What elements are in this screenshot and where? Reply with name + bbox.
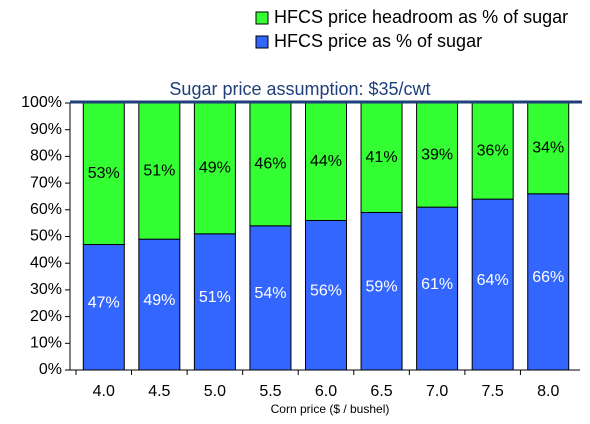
y-tick-label: 50% <box>30 228 62 245</box>
data-label: 61% <box>421 276 453 293</box>
chart-title: Sugar price assumption: $35/cwt <box>169 79 430 99</box>
data-label: 49% <box>143 292 175 309</box>
y-tick-label: 30% <box>30 281 62 298</box>
data-label: 49% <box>199 160 231 177</box>
data-label: 53% <box>88 165 120 182</box>
data-label: 47% <box>88 294 120 311</box>
bar-segment <box>360 211 403 371</box>
bar-segment <box>305 102 347 221</box>
y-tick-label: 100% <box>21 94 62 111</box>
data-label: 54% <box>254 285 286 302</box>
y-tick-label: 40% <box>30 254 62 271</box>
bar-segment <box>527 102 570 195</box>
y-tick-label: 20% <box>30 308 62 325</box>
data-label: 51% <box>199 289 231 306</box>
x-tick-label: 7.5 <box>482 383 504 400</box>
bar-segment <box>193 102 236 235</box>
data-label: 36% <box>477 142 509 159</box>
data-label: 56% <box>310 282 342 299</box>
data-label: 51% <box>143 162 175 179</box>
legend-swatch <box>255 35 269 49</box>
y-tick-label: 10% <box>30 335 62 352</box>
y-tick-label: 60% <box>30 201 62 218</box>
legend-label: HFCS price as % of sugar <box>274 31 482 51</box>
bar-segment <box>193 233 236 371</box>
x-tick-label: 5.5 <box>259 383 281 400</box>
bar-segment <box>527 193 570 371</box>
bar-segment <box>471 198 514 371</box>
y-tick-label: 0% <box>39 361 62 378</box>
bar-segment <box>416 102 459 208</box>
x-axis-label: Corn price ($ / bushel) <box>271 402 390 416</box>
bar-segment <box>82 102 125 246</box>
data-label: 44% <box>310 153 342 170</box>
data-label: 64% <box>477 272 509 289</box>
data-label: 46% <box>254 156 286 173</box>
y-tick-label: 90% <box>30 121 62 138</box>
y-tick-label: 70% <box>30 174 62 191</box>
data-label: 39% <box>421 146 453 163</box>
y-tick-label: 80% <box>30 148 62 165</box>
bar-segment <box>360 102 403 213</box>
data-label: 41% <box>366 149 398 166</box>
bar-segment <box>249 225 292 371</box>
data-label: 59% <box>366 278 398 295</box>
legend-label: HFCS price headroom as % of sugar <box>274 7 568 27</box>
x-tick-label: 8.0 <box>537 383 559 400</box>
data-label: 66% <box>532 269 564 286</box>
x-tick-label: 6.5 <box>370 383 392 400</box>
x-tick-label: 7.0 <box>426 383 448 400</box>
bar-segment <box>471 102 514 200</box>
legend-swatch <box>255 11 269 25</box>
x-tick-label: 4.0 <box>93 383 115 400</box>
x-tick-label: 6.0 <box>315 383 337 400</box>
data-label: 34% <box>532 140 564 157</box>
bar-segment <box>416 206 459 371</box>
x-tick-label: 4.5 <box>148 383 170 400</box>
bar-segment <box>82 244 125 371</box>
bar-segment <box>249 102 292 227</box>
bar-segment <box>305 219 347 371</box>
x-tick-label: 5.0 <box>204 383 226 400</box>
